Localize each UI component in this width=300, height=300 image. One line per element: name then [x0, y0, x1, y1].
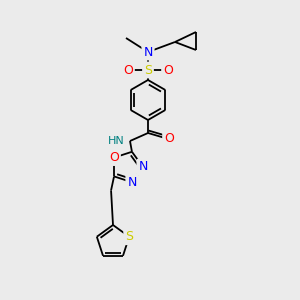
Text: S: S — [125, 230, 133, 243]
Text: N: N — [143, 46, 153, 59]
Text: O: O — [163, 64, 173, 76]
Text: N: N — [127, 176, 136, 189]
Text: O: O — [164, 131, 174, 145]
Text: HN: HN — [108, 136, 125, 146]
Text: N: N — [138, 160, 148, 173]
Text: O: O — [123, 64, 133, 76]
Text: S: S — [144, 64, 152, 76]
Text: O: O — [109, 151, 119, 164]
